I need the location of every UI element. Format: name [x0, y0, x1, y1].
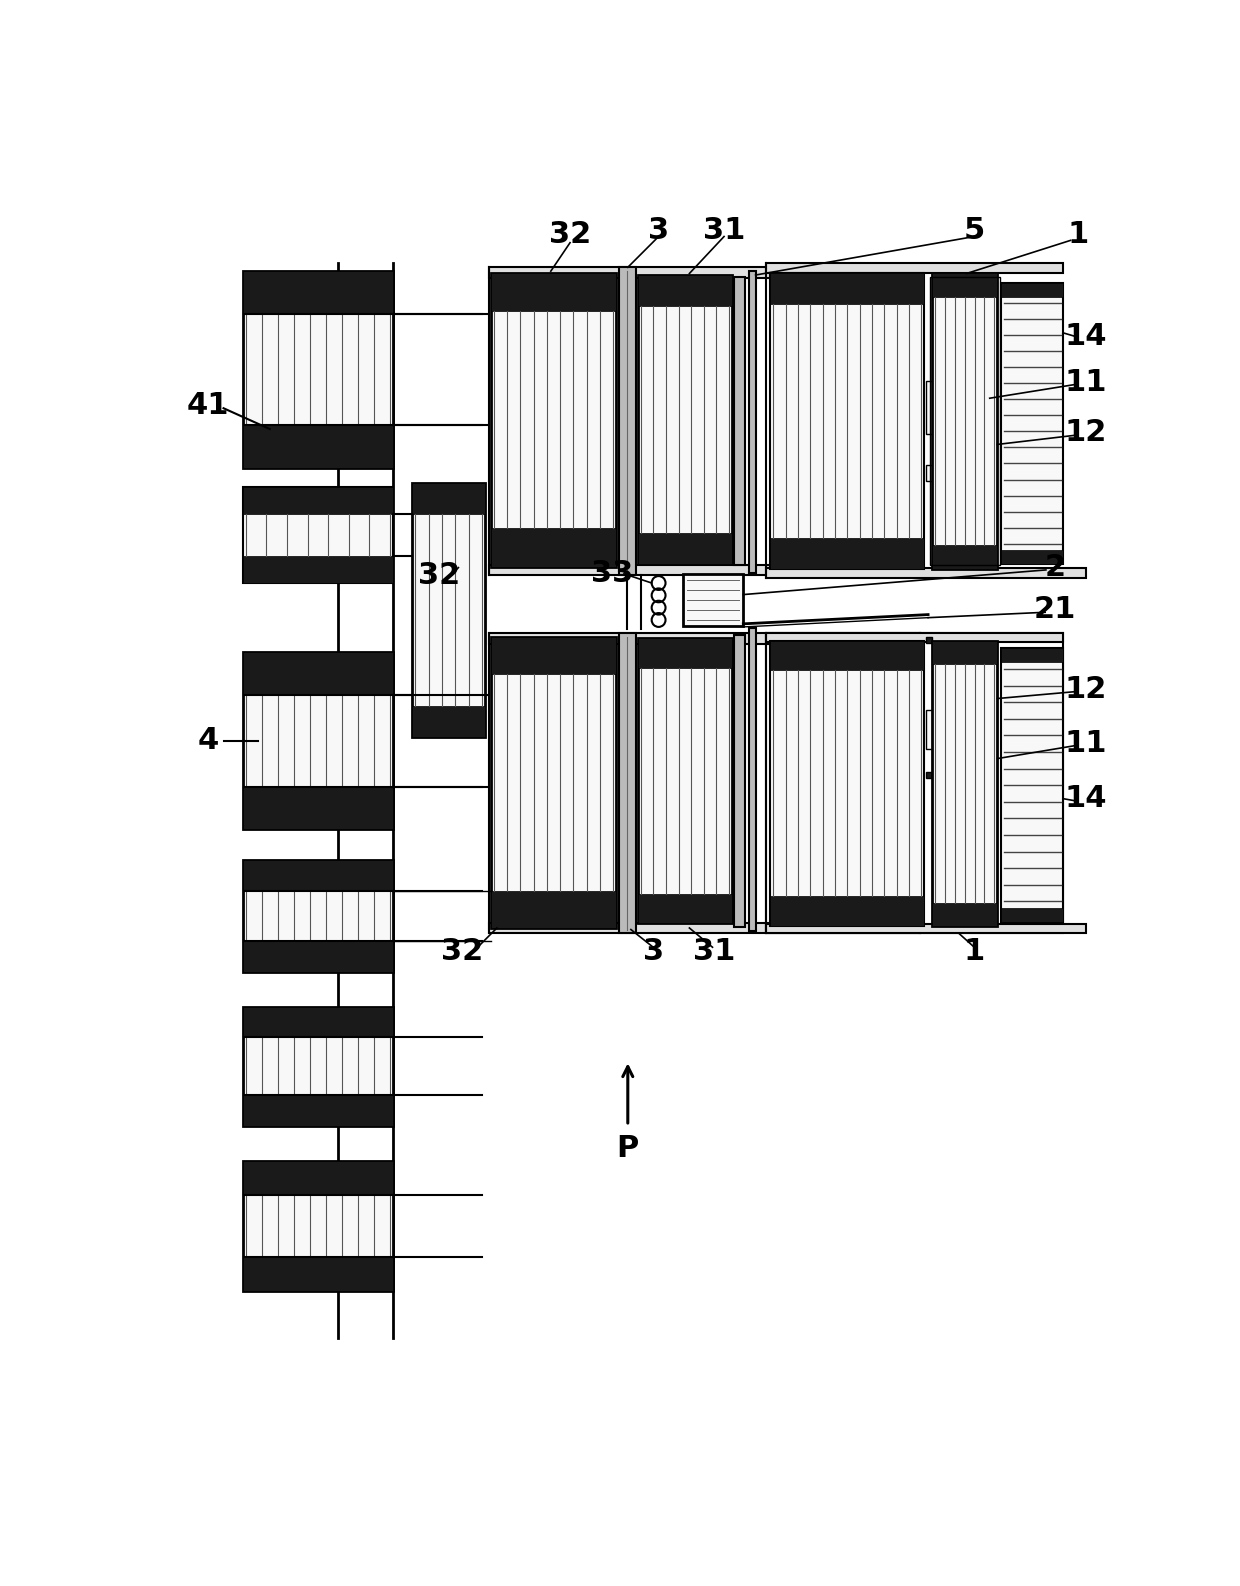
Bar: [926, 638, 932, 642]
Bar: [1001, 649, 1063, 921]
Bar: [491, 638, 616, 674]
Bar: [637, 274, 732, 563]
Bar: [766, 633, 1063, 642]
Bar: [491, 891, 616, 928]
Bar: [1001, 282, 1063, 297]
Bar: [491, 273, 616, 311]
Text: 14: 14: [1065, 322, 1107, 351]
Text: 3: 3: [649, 216, 670, 244]
Bar: [243, 652, 393, 695]
Bar: [243, 425, 393, 468]
Bar: [1001, 907, 1063, 921]
Bar: [926, 381, 935, 435]
Bar: [491, 273, 616, 566]
Bar: [734, 278, 745, 565]
Bar: [766, 568, 1086, 577]
Text: 31: 31: [703, 216, 745, 244]
Bar: [1001, 649, 1063, 663]
Bar: [243, 652, 393, 829]
Bar: [766, 263, 1063, 273]
Bar: [932, 902, 997, 926]
Bar: [243, 1094, 393, 1126]
Bar: [749, 271, 755, 573]
Bar: [637, 895, 732, 923]
Bar: [243, 1007, 393, 1126]
Bar: [491, 638, 616, 928]
Bar: [490, 565, 920, 576]
Bar: [930, 276, 999, 565]
Bar: [491, 528, 616, 566]
Bar: [243, 557, 393, 584]
Bar: [932, 641, 997, 665]
Bar: [637, 274, 732, 306]
Bar: [243, 860, 393, 891]
Bar: [637, 533, 732, 563]
Text: P: P: [616, 1134, 639, 1164]
Bar: [412, 706, 485, 737]
Bar: [243, 271, 393, 314]
Text: 12: 12: [1065, 419, 1107, 447]
Bar: [243, 940, 393, 972]
Bar: [926, 465, 935, 481]
Bar: [932, 544, 997, 569]
Text: 1: 1: [963, 937, 985, 966]
Text: 1: 1: [1068, 220, 1089, 249]
Bar: [243, 271, 393, 468]
Bar: [770, 641, 924, 669]
Bar: [243, 860, 393, 972]
Bar: [619, 633, 635, 934]
Bar: [926, 711, 935, 749]
Bar: [766, 633, 1063, 934]
Bar: [412, 482, 485, 737]
Bar: [243, 1161, 393, 1291]
Bar: [412, 482, 485, 514]
Bar: [770, 273, 924, 569]
Bar: [932, 273, 997, 569]
Bar: [770, 896, 924, 926]
Bar: [243, 487, 393, 584]
Text: 21: 21: [1034, 595, 1076, 625]
Bar: [932, 273, 997, 297]
Bar: [734, 634, 745, 928]
Text: 3: 3: [642, 937, 663, 966]
Bar: [770, 273, 924, 303]
Bar: [1001, 282, 1063, 563]
Bar: [1001, 550, 1063, 563]
Text: 14: 14: [1065, 783, 1107, 814]
Bar: [243, 787, 393, 829]
Text: 31: 31: [693, 937, 735, 966]
Bar: [637, 639, 732, 923]
Bar: [243, 1256, 393, 1291]
Text: 11: 11: [1065, 368, 1107, 398]
Text: 5: 5: [963, 216, 985, 244]
Text: 12: 12: [1065, 674, 1107, 704]
Text: 32: 32: [441, 937, 484, 966]
Text: 32: 32: [549, 220, 591, 249]
Bar: [926, 772, 932, 777]
Text: 32: 32: [418, 561, 460, 590]
Text: 33: 33: [591, 560, 634, 588]
Bar: [243, 1007, 393, 1037]
Bar: [770, 641, 924, 926]
Bar: [243, 1161, 393, 1196]
Bar: [932, 641, 997, 926]
Bar: [637, 639, 732, 668]
Bar: [770, 538, 924, 569]
Bar: [619, 268, 635, 576]
Text: 11: 11: [1065, 728, 1107, 758]
Text: 2: 2: [1044, 554, 1065, 582]
Text: 41: 41: [187, 392, 229, 420]
Bar: [683, 574, 743, 626]
Bar: [243, 487, 393, 514]
Bar: [490, 923, 920, 934]
Text: 4: 4: [197, 726, 218, 755]
Bar: [490, 633, 920, 644]
Bar: [490, 268, 920, 278]
Bar: [766, 925, 1086, 934]
Bar: [749, 628, 755, 931]
